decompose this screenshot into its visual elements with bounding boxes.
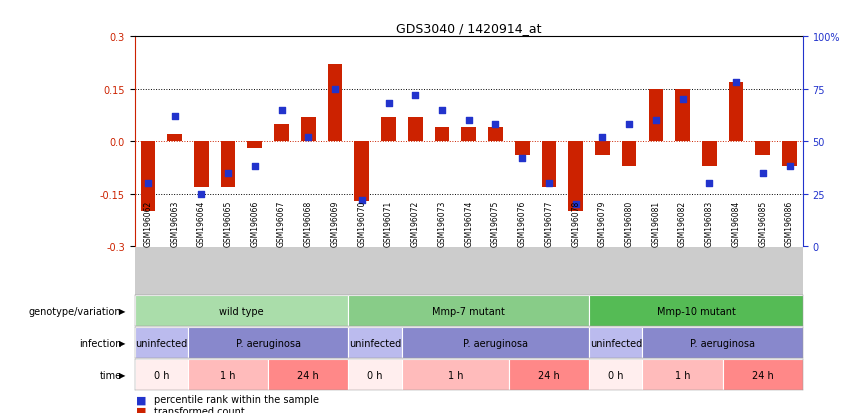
Point [489, 122, 503, 128]
Point [328, 86, 342, 93]
Point [194, 191, 208, 197]
Title: GDS3040 / 1420914_at: GDS3040 / 1420914_at [396, 21, 542, 35]
Bar [348, 296, 589, 327]
Bar [402, 328, 589, 358]
Point [622, 122, 636, 128]
Bar [648, 90, 663, 142]
Text: ▶: ▶ [120, 307, 126, 316]
Bar [488, 128, 503, 142]
Bar [542, 142, 556, 187]
Point [274, 107, 288, 114]
Text: transformed count: transformed count [154, 406, 245, 413]
Point [141, 180, 155, 187]
Point [408, 93, 422, 99]
Point [542, 180, 556, 187]
Text: ▶: ▶ [120, 370, 126, 379]
Point [168, 114, 181, 120]
Text: 1 h: 1 h [220, 370, 236, 380]
Bar [301, 117, 316, 142]
Bar [589, 296, 803, 327]
Text: time: time [100, 370, 122, 380]
Bar [589, 328, 642, 358]
Bar [621, 142, 636, 166]
Text: ■: ■ [136, 394, 147, 404]
Text: genotype/variation: genotype/variation [29, 306, 122, 316]
Point [675, 97, 689, 103]
Text: 24 h: 24 h [538, 370, 560, 380]
Bar [723, 359, 803, 390]
Bar [642, 359, 723, 390]
Bar [268, 359, 348, 390]
Text: uninfected: uninfected [349, 338, 401, 348]
Point [595, 134, 609, 141]
Bar [402, 359, 509, 390]
Bar [348, 328, 402, 358]
Point [569, 202, 582, 208]
Point [756, 170, 770, 177]
Bar [328, 65, 342, 142]
Bar [408, 117, 423, 142]
Text: wild type: wild type [219, 306, 264, 316]
Bar [274, 124, 289, 142]
Bar [515, 142, 529, 156]
Bar [135, 296, 348, 327]
Text: 0 h: 0 h [367, 370, 383, 380]
Text: uninfected: uninfected [589, 338, 641, 348]
Bar [168, 135, 182, 142]
Point [435, 107, 449, 114]
Bar [595, 142, 609, 156]
Bar [247, 142, 262, 149]
Bar [569, 142, 583, 212]
Bar [729, 83, 743, 142]
Point [702, 180, 716, 187]
Bar [381, 117, 396, 142]
Point [516, 155, 529, 162]
Point [783, 164, 797, 170]
Bar [194, 142, 208, 187]
Text: percentile rank within the sample: percentile rank within the sample [154, 394, 319, 404]
Bar [702, 142, 717, 166]
Text: infection: infection [79, 338, 122, 348]
Bar [188, 328, 348, 358]
Bar [462, 128, 476, 142]
Bar [135, 328, 188, 358]
Text: Mmp-7 mutant: Mmp-7 mutant [432, 306, 505, 316]
Point [462, 118, 476, 124]
Text: 24 h: 24 h [752, 370, 773, 380]
Point [382, 101, 396, 107]
Bar [354, 142, 369, 201]
Text: 0 h: 0 h [608, 370, 623, 380]
Text: 1 h: 1 h [448, 370, 464, 380]
Text: 1 h: 1 h [674, 370, 690, 380]
Point [729, 80, 743, 87]
Bar [642, 328, 803, 358]
Point [649, 118, 663, 124]
Text: 24 h: 24 h [298, 370, 319, 380]
Point [248, 164, 262, 170]
Bar [589, 359, 642, 390]
Point [221, 170, 235, 177]
Bar [141, 142, 155, 212]
Bar [755, 142, 770, 156]
Text: Mmp-10 mutant: Mmp-10 mutant [656, 306, 735, 316]
Bar [675, 90, 690, 142]
Text: uninfected: uninfected [135, 338, 187, 348]
Bar [782, 142, 797, 166]
Point [355, 197, 369, 204]
Text: P. aeruginosa: P. aeruginosa [690, 338, 755, 348]
Bar [435, 128, 450, 142]
Bar [348, 359, 402, 390]
Point [301, 134, 315, 141]
Bar [188, 359, 268, 390]
Bar [135, 359, 188, 390]
Text: 0 h: 0 h [154, 370, 169, 380]
Text: ▶: ▶ [120, 339, 126, 347]
Text: P. aeruginosa: P. aeruginosa [463, 338, 528, 348]
Text: P. aeruginosa: P. aeruginosa [236, 338, 300, 348]
Bar [220, 142, 235, 187]
Bar [509, 359, 589, 390]
Text: ■: ■ [136, 406, 147, 413]
